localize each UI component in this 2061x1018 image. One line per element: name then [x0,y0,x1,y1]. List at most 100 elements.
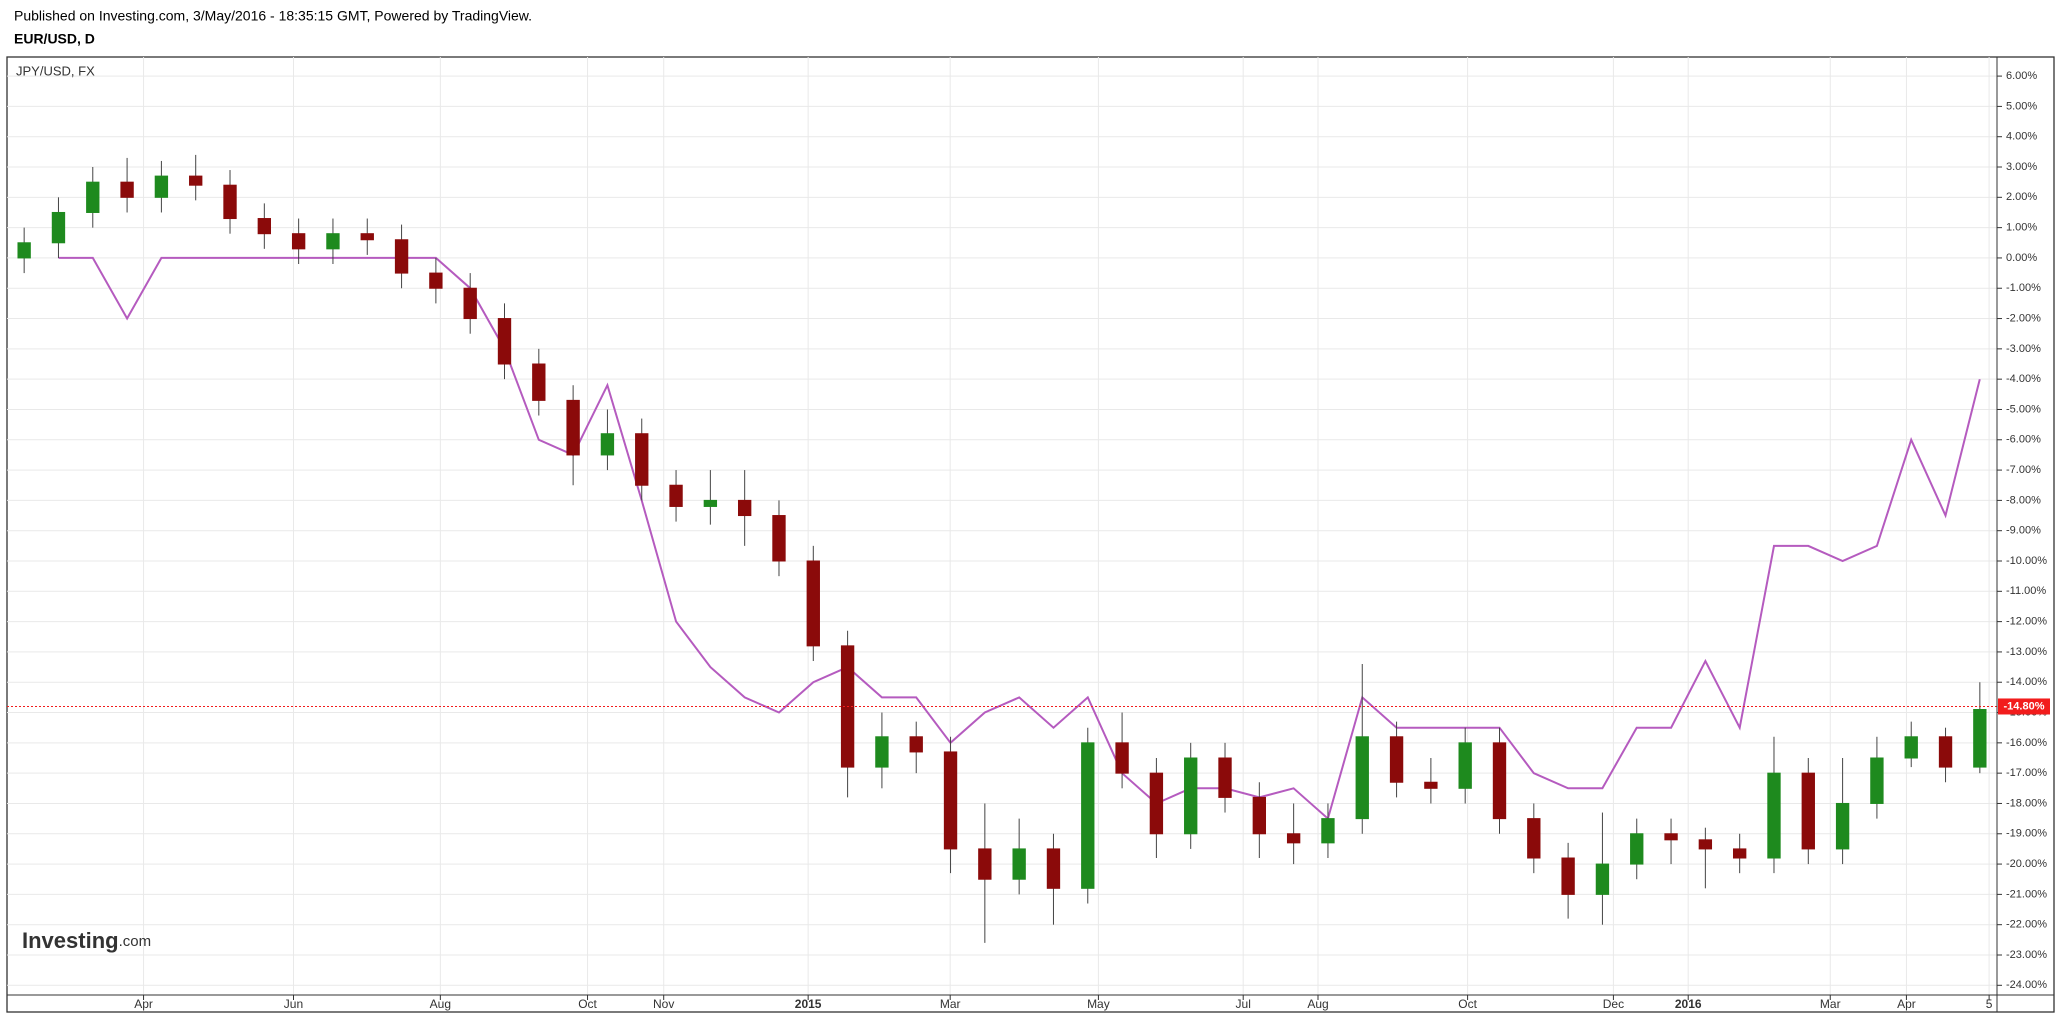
candle-body [1973,709,1987,768]
candle-body [600,433,615,456]
candle-body [703,499,718,507]
legend-entry: JPY/USD, FX [16,63,95,78]
candle-body [1115,742,1129,774]
x-tick-label: Apr [134,997,153,1011]
comparison-line [58,256,1981,821]
candle-body [737,499,752,517]
candle-body [1801,772,1815,850]
candle-body [86,181,100,213]
candle-body [1218,757,1232,798]
candle-body [1424,781,1438,789]
candle-body [257,218,272,235]
x-tick-label: 2015 [795,997,822,1011]
x-tick-label: Mar [940,997,961,1011]
candle-body [1732,848,1747,859]
candle-body [806,560,820,647]
y-tick-label: -1.00% [2006,282,2041,294]
candle-body [1664,833,1678,841]
candle-body [635,433,649,486]
y-tick-label: -13.00% [2006,646,2047,658]
candle-body [909,736,923,753]
candle-body [326,233,340,250]
candle-body [1355,736,1369,820]
x-tick-label: Aug [430,997,451,1011]
candle-body [189,175,203,186]
candle-body [1184,757,1198,835]
candle-body [875,736,889,768]
axes-layer: 6.00% 5.00% 4.00% 3.00% 2.00% 1.00% 0.00% -1.00… [134,70,2050,1011]
candle-body [1767,772,1781,859]
candle-body [1252,796,1267,835]
candle-body [772,515,786,562]
y-tick-label: 4.00% [2006,131,2037,143]
x-tick-label: Jun [284,997,303,1011]
candle-body [1938,736,1953,768]
candle-body [1835,802,1850,850]
y-tick-label: -10.00% [2006,555,2047,567]
candle-body [1458,742,1472,789]
y-tick-label: -2.00% [2006,312,2041,324]
y-tick-label: -6.00% [2006,434,2041,446]
candle-body [1081,742,1095,889]
x-tick-label: 5 [1986,997,1993,1011]
y-tick-label: -24.00% [2006,979,2047,991]
y-tick-label: -4.00% [2006,373,2041,385]
grid-layer [7,57,1997,995]
y-tick-label: -11.00% [2006,585,2046,597]
x-tick-label: Oct [1458,997,1477,1011]
published-note: Published on Investing.com, 3/May/2016 -… [14,8,532,24]
y-tick-label: -18.00% [2006,797,2047,809]
last-price-tag [1998,698,2050,715]
y-tick-label: -19.00% [2006,828,2047,840]
x-tick-label: Aug [1307,997,1328,1011]
y-tick-label: -22.00% [2006,919,2047,931]
chart-frame [6,56,2055,1013]
y-tick-label: -7.00% [2006,464,2041,476]
candle-body [17,242,31,259]
y-tick-label: -8.00% [2006,494,2041,506]
logo-brand: Investing [22,928,119,953]
candle-body [223,184,237,220]
y-tick-label: 3.00% [2006,161,2037,173]
candle-body [532,363,546,401]
candle-body [1389,736,1404,783]
y-tick-label: 6.00% [2006,70,2037,82]
candle-body [154,175,169,198]
candle-body [1561,857,1575,895]
y-tick-label: 2.00% [2006,191,2037,203]
y-tick-label: -17.00% [2006,767,2047,779]
candle-body [1321,818,1335,844]
candle-body [1046,848,1061,889]
candle-body [429,272,443,289]
plot-layer [7,154,1997,943]
y-tick-label: -3.00% [2006,343,2041,355]
candle-body [291,233,306,250]
candle-body [1012,848,1026,880]
candle-body [360,233,374,241]
y-tick-label: -16.00% [2006,737,2047,749]
symbol-title: EUR/USD, D [14,31,95,47]
y-tick-label: -21.00% [2006,888,2047,900]
candle-body [120,181,134,198]
candle-body [1904,736,1918,759]
candle-body [1286,833,1301,844]
candle-body [497,318,512,365]
candle-body [943,751,958,850]
candle-body [1149,772,1164,835]
y-tick-label: 5.00% [2006,100,2037,112]
x-tick-label: Mar [1820,997,1841,1011]
candle-body [669,484,683,507]
candle-body [1870,757,1884,804]
candle-body [1698,839,1713,850]
logo: Investing.com [22,928,151,953]
y-tick-label: -20.00% [2006,858,2047,870]
logo-suffix: .com [119,933,152,950]
y-tick-label: 1.00% [2006,222,2037,234]
x-tick-label: May [1087,997,1110,1011]
candle-body [394,239,409,274]
candle-body [1527,818,1541,859]
x-tick-label: Oct [578,997,597,1011]
candle-body [463,287,477,320]
